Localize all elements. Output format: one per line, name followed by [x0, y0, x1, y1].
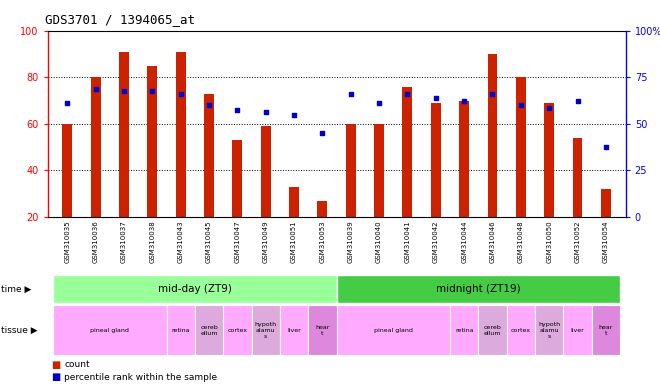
Text: GSM310052: GSM310052: [574, 220, 581, 263]
Text: GSM310038: GSM310038: [149, 220, 155, 263]
Bar: [90, 77, 101, 263]
Point: [90, 86, 101, 92]
Text: percentile rank within the sample: percentile rank within the sample: [64, 372, 217, 382]
Text: retina: retina: [455, 328, 473, 333]
Text: cortex: cortex: [228, 328, 248, 333]
Bar: [308, 305, 337, 355]
Text: count: count: [64, 360, 90, 369]
Bar: [317, 201, 327, 263]
Text: GSM310050: GSM310050: [546, 220, 552, 263]
Point: [601, 144, 611, 150]
Bar: [431, 103, 441, 263]
Text: GSM310036: GSM310036: [92, 220, 99, 263]
Text: GSM310045: GSM310045: [206, 220, 212, 263]
Point: [459, 98, 469, 104]
Bar: [289, 187, 299, 263]
Point: [204, 102, 214, 108]
Text: tissue ▶: tissue ▶: [1, 326, 37, 335]
Bar: [507, 305, 535, 355]
Bar: [488, 54, 498, 263]
Point: [345, 91, 356, 97]
Bar: [119, 52, 129, 263]
Text: GSM310041: GSM310041: [405, 220, 411, 263]
Text: GSM310042: GSM310042: [433, 220, 439, 263]
Point: [487, 91, 498, 97]
Text: GSM310049: GSM310049: [263, 220, 269, 263]
Bar: [337, 305, 450, 355]
Bar: [166, 305, 195, 355]
Bar: [346, 124, 356, 263]
Text: ■: ■: [51, 372, 60, 382]
Bar: [450, 305, 478, 355]
Bar: [478, 305, 507, 355]
Text: GSM310035: GSM310035: [65, 220, 71, 263]
Text: GSM310040: GSM310040: [376, 220, 382, 263]
Text: GSM310037: GSM310037: [121, 220, 127, 263]
Point: [289, 111, 300, 118]
Bar: [53, 275, 337, 303]
Text: time ▶: time ▶: [1, 285, 31, 293]
Point: [402, 91, 412, 97]
Bar: [261, 126, 271, 263]
Point: [176, 91, 186, 97]
Bar: [337, 275, 620, 303]
Text: cereb
ellum: cereb ellum: [200, 325, 218, 336]
Text: hear
t: hear t: [315, 325, 329, 336]
Point: [62, 100, 73, 106]
Bar: [232, 140, 242, 263]
Bar: [374, 124, 384, 263]
Point: [515, 102, 526, 108]
Text: GSM310047: GSM310047: [234, 220, 240, 263]
Text: GDS3701 / 1394065_at: GDS3701 / 1394065_at: [45, 13, 195, 26]
Bar: [147, 66, 157, 263]
Text: hypoth
alamu
s: hypoth alamu s: [255, 322, 277, 339]
Text: GSM310046: GSM310046: [490, 220, 496, 263]
Text: mid-day (ZT9): mid-day (ZT9): [158, 284, 232, 294]
Text: liver: liver: [287, 328, 301, 333]
Point: [317, 130, 328, 136]
Bar: [176, 52, 185, 263]
Text: pineal gland: pineal gland: [90, 328, 129, 333]
Bar: [63, 124, 73, 263]
Bar: [601, 189, 610, 263]
Bar: [572, 138, 583, 263]
Text: hypoth
alamu
s: hypoth alamu s: [538, 322, 560, 339]
Text: pineal gland: pineal gland: [374, 328, 412, 333]
Bar: [544, 103, 554, 263]
Text: GSM310053: GSM310053: [319, 220, 325, 263]
Point: [261, 109, 271, 115]
Text: GSM310043: GSM310043: [178, 220, 183, 263]
Text: GSM310048: GSM310048: [518, 220, 524, 263]
Bar: [459, 101, 469, 263]
Bar: [223, 305, 251, 355]
Bar: [564, 305, 591, 355]
Text: GSM310044: GSM310044: [461, 220, 467, 263]
Text: GSM310051: GSM310051: [291, 220, 297, 263]
Bar: [535, 305, 564, 355]
Bar: [251, 305, 280, 355]
Point: [572, 98, 583, 104]
Text: hear
t: hear t: [599, 325, 613, 336]
Bar: [516, 77, 526, 263]
Point: [544, 104, 554, 111]
Point: [374, 100, 384, 106]
Point: [232, 107, 243, 113]
Text: GSM310039: GSM310039: [348, 220, 354, 263]
Bar: [591, 305, 620, 355]
Bar: [204, 94, 214, 263]
Text: ■: ■: [51, 360, 60, 370]
Text: midnight (ZT19): midnight (ZT19): [436, 284, 521, 294]
Point: [430, 95, 441, 101]
Text: cortex: cortex: [511, 328, 531, 333]
Text: retina: retina: [172, 328, 190, 333]
Text: GSM310054: GSM310054: [603, 220, 609, 263]
Bar: [280, 305, 308, 355]
Text: liver: liver: [571, 328, 584, 333]
Point: [119, 88, 129, 94]
Bar: [195, 305, 223, 355]
Text: cereb
ellum: cereb ellum: [484, 325, 502, 336]
Point: [147, 88, 158, 94]
Bar: [403, 87, 412, 263]
Bar: [53, 305, 166, 355]
